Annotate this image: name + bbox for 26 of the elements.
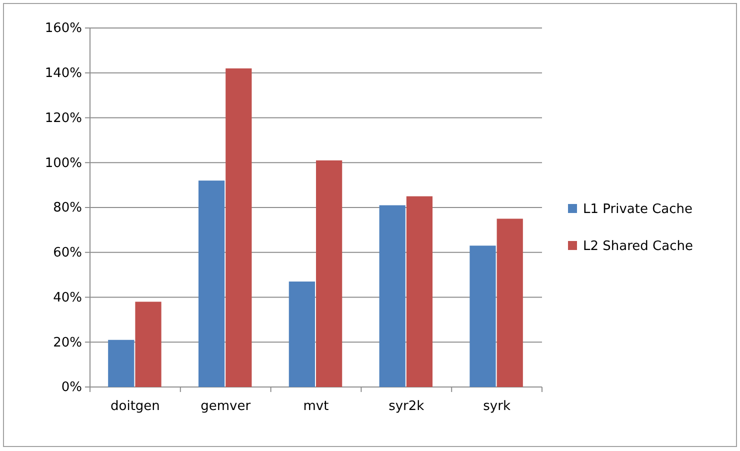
y-tick-label: 20% (53, 335, 82, 350)
x-tick-label: doitgen (110, 399, 160, 414)
x-tick-label: syrk (483, 399, 511, 414)
y-tick-label: 80% (53, 200, 82, 216)
bar (108, 340, 134, 387)
y-tick-label: 160% (44, 21, 82, 36)
y-tick-label: 140% (44, 66, 82, 82)
y-tick-label: 40% (53, 290, 82, 306)
bar (135, 302, 162, 387)
x-tick-label: syr2k (388, 399, 425, 414)
bar (226, 68, 252, 387)
x-tick-label: mvt (303, 399, 329, 414)
bar (496, 218, 523, 387)
y-tick-label: 100% (44, 156, 82, 171)
x-tick-label: gemver (200, 399, 252, 414)
bar (406, 196, 433, 387)
bar (379, 205, 406, 387)
bar (288, 282, 315, 387)
bar (316, 160, 342, 387)
legend-label: L2 Shared Cache (583, 239, 693, 254)
y-tick-label: 0% (61, 380, 82, 396)
bar (470, 246, 496, 387)
legend-label: L1 Private Cache (583, 202, 693, 217)
y-tick-label: 120% (44, 110, 82, 126)
y-tick-label: 60% (53, 246, 82, 261)
bar (198, 180, 225, 387)
